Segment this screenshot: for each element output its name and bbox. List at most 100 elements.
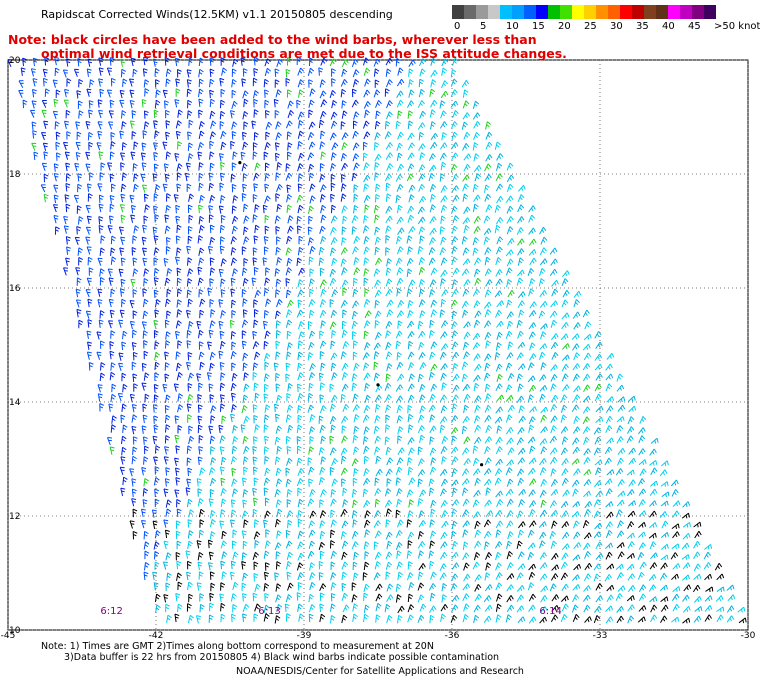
wind-barb (342, 142, 348, 151)
wind-barb-stroke (452, 395, 459, 404)
wind-barb (484, 216, 491, 225)
wind-barb (309, 594, 314, 602)
wind-barb (551, 510, 559, 519)
wind-barb-stroke (242, 247, 246, 255)
wind-barb (342, 479, 346, 487)
wind-barb (583, 374, 590, 383)
wind-barb (78, 173, 83, 181)
wind-barb-stroke (77, 90, 82, 98)
wind-barb (518, 248, 525, 257)
wind-barb-stroke (717, 574, 725, 583)
wind-barb-stroke (56, 142, 60, 150)
wind-barb (220, 362, 225, 370)
wind-barb (376, 111, 381, 119)
wind-barb (120, 309, 126, 318)
wind-barb-stroke (133, 164, 138, 172)
wind-barb (354, 257, 360, 266)
wind-barb-stroke (309, 604, 315, 613)
wind-barb-stroke (574, 542, 582, 551)
wind-barb (176, 321, 182, 330)
wind-barb-stroke (585, 563, 593, 572)
wind-barb-stroke (518, 448, 526, 457)
wind-barb-stroke (627, 553, 636, 561)
wind-barb-stroke (233, 489, 239, 498)
wind-barb-stroke (430, 352, 436, 361)
wind-barb (408, 384, 415, 393)
wind-barb (574, 564, 582, 573)
wind-barb (418, 595, 424, 604)
wind-barb-stroke (320, 164, 324, 172)
wind-barb-stroke (562, 511, 570, 520)
wind-barb (551, 489, 559, 498)
wind-barb-stroke (431, 458, 437, 467)
wind-barb (331, 341, 336, 349)
wind-barb (255, 205, 260, 213)
wind-barb-stroke (308, 68, 314, 77)
wind-barb (211, 583, 215, 591)
wind-barb (375, 237, 381, 246)
wind-barb (220, 383, 225, 391)
wind-barb (332, 205, 336, 213)
wind-barb-stroke (463, 530, 469, 539)
wind-barb (409, 227, 417, 236)
wind-barb (420, 311, 426, 320)
wind-barb-stroke (145, 562, 150, 570)
wind-barb (264, 425, 268, 433)
wind-barb-stroke (89, 362, 94, 370)
wind-barb (585, 322, 592, 331)
wind-barb-stroke (210, 278, 214, 286)
wind-barb (319, 258, 324, 266)
wind-barb (265, 456, 269, 464)
wind-barb (298, 131, 304, 140)
wind-barb (528, 395, 534, 404)
wind-barb (419, 227, 425, 236)
wind-barb (211, 406, 217, 415)
wind-barb-stroke (507, 562, 514, 571)
wind-barb-stroke (320, 268, 324, 276)
wind-barb (263, 257, 268, 265)
wind-barb (187, 340, 192, 348)
wind-barb-stroke (144, 373, 149, 381)
wind-barb (79, 320, 83, 328)
wind-barb-stroke (441, 406, 447, 415)
wind-barb (297, 425, 302, 433)
wind-barb (156, 90, 161, 98)
wind-barb-stroke (134, 142, 138, 150)
wind-barb-stroke (253, 552, 259, 561)
wind-barb (121, 456, 127, 465)
wind-barb (518, 448, 526, 457)
wind-barb-stroke (309, 530, 316, 539)
wind-barb-stroke (264, 425, 268, 433)
wind-barb-stroke (221, 237, 225, 245)
wind-barb-stroke (364, 175, 371, 184)
wind-barb (694, 522, 703, 530)
wind-barb-stroke (65, 89, 71, 98)
wind-barb-stroke (109, 277, 115, 286)
wind-barb-stroke (618, 405, 626, 414)
wind-barb (583, 417, 590, 426)
wind-barb (363, 415, 370, 424)
wind-barb-stroke (286, 320, 292, 329)
wind-barb-stroke (639, 459, 648, 467)
wind-barb-stroke (230, 110, 236, 119)
wind-barb-stroke (254, 183, 259, 191)
wind-barb-stroke (662, 521, 669, 530)
wind-barb-stroke (386, 447, 392, 456)
wind-barb-stroke (473, 238, 479, 247)
wind-barb-stroke (155, 342, 160, 350)
wind-barb-stroke (541, 586, 549, 595)
wind-barb (199, 79, 203, 87)
wind-barb (187, 69, 193, 78)
wind-barb-stroke (354, 341, 358, 349)
wind-barb-stroke (409, 478, 416, 487)
wind-barb-stroke (463, 310, 469, 319)
wind-barb-stroke (276, 500, 282, 509)
wind-barb-stroke (86, 236, 92, 245)
wind-barb (176, 593, 181, 601)
wind-barb-stroke (89, 142, 93, 150)
wind-barb-stroke (431, 531, 437, 540)
wind-barb-stroke (144, 457, 148, 465)
wind-barb-stroke (464, 322, 472, 331)
wind-barb-stroke (166, 110, 170, 118)
wind-barb-stroke (287, 561, 292, 570)
